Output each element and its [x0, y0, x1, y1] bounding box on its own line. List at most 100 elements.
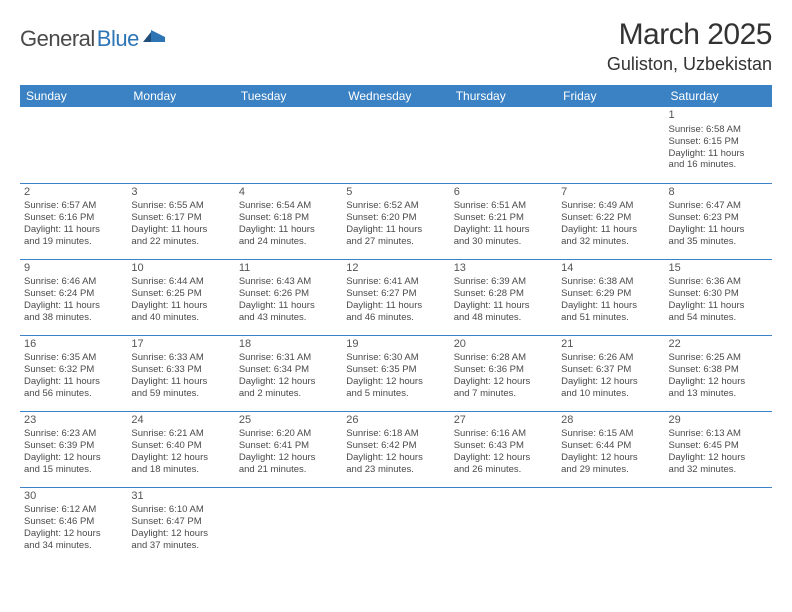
calendar-cell: [20, 107, 127, 183]
calendar-cell: [450, 107, 557, 183]
day-number: 26: [346, 414, 445, 428]
calendar-cell: 18Sunrise: 6:31 AMSunset: 6:34 PMDayligh…: [235, 335, 342, 411]
sunrise-text: Sunrise: 6:25 AM: [669, 352, 768, 364]
sunrise-text: Sunrise: 6:21 AM: [131, 428, 230, 440]
sunrise-text: Sunrise: 6:20 AM: [239, 428, 338, 440]
sunset-text: Sunset: 6:46 PM: [24, 516, 123, 528]
daylight-text: Daylight: 11 hours: [24, 224, 123, 236]
calendar-cell: 4Sunrise: 6:54 AMSunset: 6:18 PMDaylight…: [235, 183, 342, 259]
day-number: 12: [346, 262, 445, 276]
sunset-text: Sunset: 6:42 PM: [346, 440, 445, 452]
daylight-text: Daylight: 11 hours: [131, 224, 230, 236]
daylight-text: Daylight: 12 hours: [239, 376, 338, 388]
daylight-text: and 59 minutes.: [131, 388, 230, 400]
day-number: 8: [669, 186, 768, 200]
sunset-text: Sunset: 6:26 PM: [239, 288, 338, 300]
calendar-cell: 15Sunrise: 6:36 AMSunset: 6:30 PMDayligh…: [665, 259, 772, 335]
daylight-text: and 16 minutes.: [669, 159, 768, 171]
daylight-text: and 32 minutes.: [669, 464, 768, 476]
calendar-cell: [665, 487, 772, 563]
day-number: 6: [454, 186, 553, 200]
daylight-text: Daylight: 11 hours: [239, 300, 338, 312]
sunrise-text: Sunrise: 6:15 AM: [561, 428, 660, 440]
sunrise-text: Sunrise: 6:26 AM: [561, 352, 660, 364]
sunset-text: Sunset: 6:45 PM: [669, 440, 768, 452]
sunset-text: Sunset: 6:36 PM: [454, 364, 553, 376]
sunrise-text: Sunrise: 6:55 AM: [131, 200, 230, 212]
day-number: 24: [131, 414, 230, 428]
daylight-text: and 46 minutes.: [346, 312, 445, 324]
weekday-header: Sunday: [20, 85, 127, 107]
day-number: 22: [669, 338, 768, 352]
sunrise-text: Sunrise: 6:31 AM: [239, 352, 338, 364]
calendar-cell: 20Sunrise: 6:28 AMSunset: 6:36 PMDayligh…: [450, 335, 557, 411]
daylight-text: and 51 minutes.: [561, 312, 660, 324]
sunrise-text: Sunrise: 6:39 AM: [454, 276, 553, 288]
flag-icon: [143, 28, 169, 51]
sunrise-text: Sunrise: 6:16 AM: [454, 428, 553, 440]
sunset-text: Sunset: 6:23 PM: [669, 212, 768, 224]
sunrise-text: Sunrise: 6:46 AM: [24, 276, 123, 288]
calendar-row: 23Sunrise: 6:23 AMSunset: 6:39 PMDayligh…: [20, 411, 772, 487]
daylight-text: and 5 minutes.: [346, 388, 445, 400]
day-number: 30: [24, 490, 123, 504]
daylight-text: and 22 minutes.: [131, 236, 230, 248]
day-number: 11: [239, 262, 338, 276]
day-number: 2: [24, 186, 123, 200]
sunset-text: Sunset: 6:34 PM: [239, 364, 338, 376]
sunset-text: Sunset: 6:20 PM: [346, 212, 445, 224]
daylight-text: and 56 minutes.: [24, 388, 123, 400]
daylight-text: Daylight: 12 hours: [346, 452, 445, 464]
sunset-text: Sunset: 6:21 PM: [454, 212, 553, 224]
daylight-text: and 26 minutes.: [454, 464, 553, 476]
day-number: 15: [669, 262, 768, 276]
calendar-row: 16Sunrise: 6:35 AMSunset: 6:32 PMDayligh…: [20, 335, 772, 411]
title-block: March 2025 Guliston, Uzbekistan: [607, 18, 772, 75]
daylight-text: and 34 minutes.: [24, 540, 123, 552]
day-number: 13: [454, 262, 553, 276]
sunset-text: Sunset: 6:24 PM: [24, 288, 123, 300]
daylight-text: and 7 minutes.: [454, 388, 553, 400]
sunset-text: Sunset: 6:33 PM: [131, 364, 230, 376]
daylight-text: Daylight: 12 hours: [561, 376, 660, 388]
calendar-cell: 13Sunrise: 6:39 AMSunset: 6:28 PMDayligh…: [450, 259, 557, 335]
sunset-text: Sunset: 6:30 PM: [669, 288, 768, 300]
daylight-text: and 35 minutes.: [669, 236, 768, 248]
calendar-cell: 8Sunrise: 6:47 AMSunset: 6:23 PMDaylight…: [665, 183, 772, 259]
day-number: 18: [239, 338, 338, 352]
sunset-text: Sunset: 6:35 PM: [346, 364, 445, 376]
calendar-cell: 5Sunrise: 6:52 AMSunset: 6:20 PMDaylight…: [342, 183, 449, 259]
day-number: 20: [454, 338, 553, 352]
sunrise-text: Sunrise: 6:38 AM: [561, 276, 660, 288]
daylight-text: and 21 minutes.: [239, 464, 338, 476]
day-number: 25: [239, 414, 338, 428]
sunrise-text: Sunrise: 6:49 AM: [561, 200, 660, 212]
calendar-cell: 29Sunrise: 6:13 AMSunset: 6:45 PMDayligh…: [665, 411, 772, 487]
location: Guliston, Uzbekistan: [607, 54, 772, 75]
calendar-cell: 16Sunrise: 6:35 AMSunset: 6:32 PMDayligh…: [20, 335, 127, 411]
daylight-text: Daylight: 11 hours: [131, 300, 230, 312]
calendar-cell: 17Sunrise: 6:33 AMSunset: 6:33 PMDayligh…: [127, 335, 234, 411]
daylight-text: and 10 minutes.: [561, 388, 660, 400]
daylight-text: Daylight: 11 hours: [669, 148, 768, 160]
sunset-text: Sunset: 6:16 PM: [24, 212, 123, 224]
weekday-header: Wednesday: [342, 85, 449, 107]
weekday-header: Tuesday: [235, 85, 342, 107]
calendar-cell: 27Sunrise: 6:16 AMSunset: 6:43 PMDayligh…: [450, 411, 557, 487]
day-number: 14: [561, 262, 660, 276]
sunset-text: Sunset: 6:43 PM: [454, 440, 553, 452]
daylight-text: Daylight: 12 hours: [24, 452, 123, 464]
daylight-text: and 27 minutes.: [346, 236, 445, 248]
sunset-text: Sunset: 6:38 PM: [669, 364, 768, 376]
logo-text-blue: Blue: [97, 26, 139, 52]
day-number: 5: [346, 186, 445, 200]
daylight-text: and 32 minutes.: [561, 236, 660, 248]
day-number: 3: [131, 186, 230, 200]
logo-text-general: General: [20, 26, 95, 52]
daylight-text: and 19 minutes.: [24, 236, 123, 248]
calendar-cell: 26Sunrise: 6:18 AMSunset: 6:42 PMDayligh…: [342, 411, 449, 487]
logo: GeneralBlue: [20, 26, 169, 52]
daylight-text: Daylight: 11 hours: [561, 224, 660, 236]
calendar-cell: 10Sunrise: 6:44 AMSunset: 6:25 PMDayligh…: [127, 259, 234, 335]
sunset-text: Sunset: 6:44 PM: [561, 440, 660, 452]
